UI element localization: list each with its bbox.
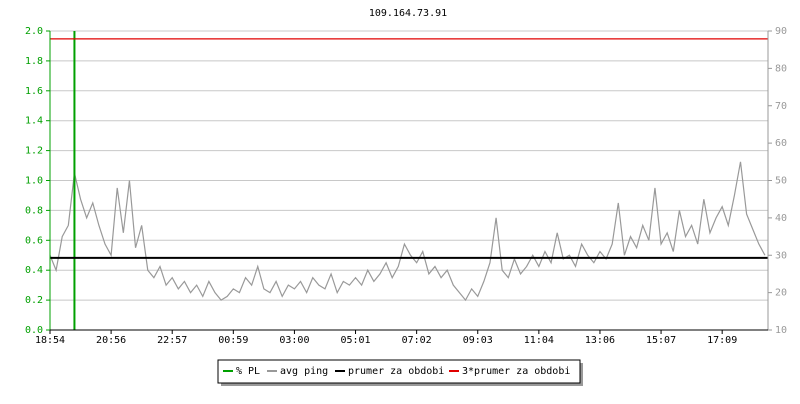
y2-tick-label: 70 (775, 101, 787, 112)
x-tick-label: 20:56 (96, 335, 126, 346)
legend: % PL avg ping prumer za obdobi 3*prumer za … (217, 359, 583, 386)
x-tick-label: 13:06 (585, 335, 615, 346)
y2-tick-label: 40 (775, 213, 787, 224)
chart-title: 109.164.73.91 (369, 8, 447, 19)
y-tick-label: 1.6 (25, 86, 43, 97)
x-tick-label: 22:57 (157, 335, 187, 346)
ping-line (49, 161, 766, 302)
legend-label: prumer za obdobi (348, 366, 444, 377)
y-tick-label: 1.4 (25, 116, 43, 127)
legend-label: avg ping (280, 366, 328, 377)
y-tick-label: 1.2 (25, 146, 43, 157)
y2-tick-label: 20 (775, 288, 787, 299)
x-tick-label: 18:54 (35, 335, 65, 346)
y-tick-label: 0.6 (25, 235, 43, 246)
y-tick-label: 0.8 (25, 205, 43, 216)
y-tick-label: 1.0 (25, 176, 43, 187)
y2-tick-label: 80 (775, 63, 787, 74)
y-tick-label: 1.8 (25, 56, 43, 67)
x-tick-label: 11:04 (524, 335, 554, 346)
y2-tick-label: 90 (775, 26, 787, 37)
y-tick-label: 0.4 (25, 265, 43, 276)
legend-label: % PL (236, 366, 260, 377)
y2-tick-label: 50 (775, 176, 787, 187)
y2-tick-label: 60 (775, 138, 787, 149)
y2-tick-label: 30 (775, 250, 787, 261)
y-tick-label: 2.0 (25, 26, 43, 37)
legend-box (217, 359, 581, 384)
x-tick-label: 00:59 (218, 335, 248, 346)
y-tick-label: 0.2 (25, 295, 43, 306)
x-tick-label: 07:02 (402, 335, 432, 346)
legend-label: 3*prumer za obdobi (462, 366, 570, 377)
x-tick-label: 05:01 (340, 335, 370, 346)
x-tick-label: 09:03 (463, 335, 493, 346)
x-tick-label: 15:07 (646, 335, 676, 346)
y-tick-label: 0.0 (25, 325, 43, 336)
x-tick-label: 03:00 (279, 335, 309, 346)
y2-tick-label: 10 (775, 325, 787, 336)
x-tick-label: 17:09 (707, 335, 737, 346)
